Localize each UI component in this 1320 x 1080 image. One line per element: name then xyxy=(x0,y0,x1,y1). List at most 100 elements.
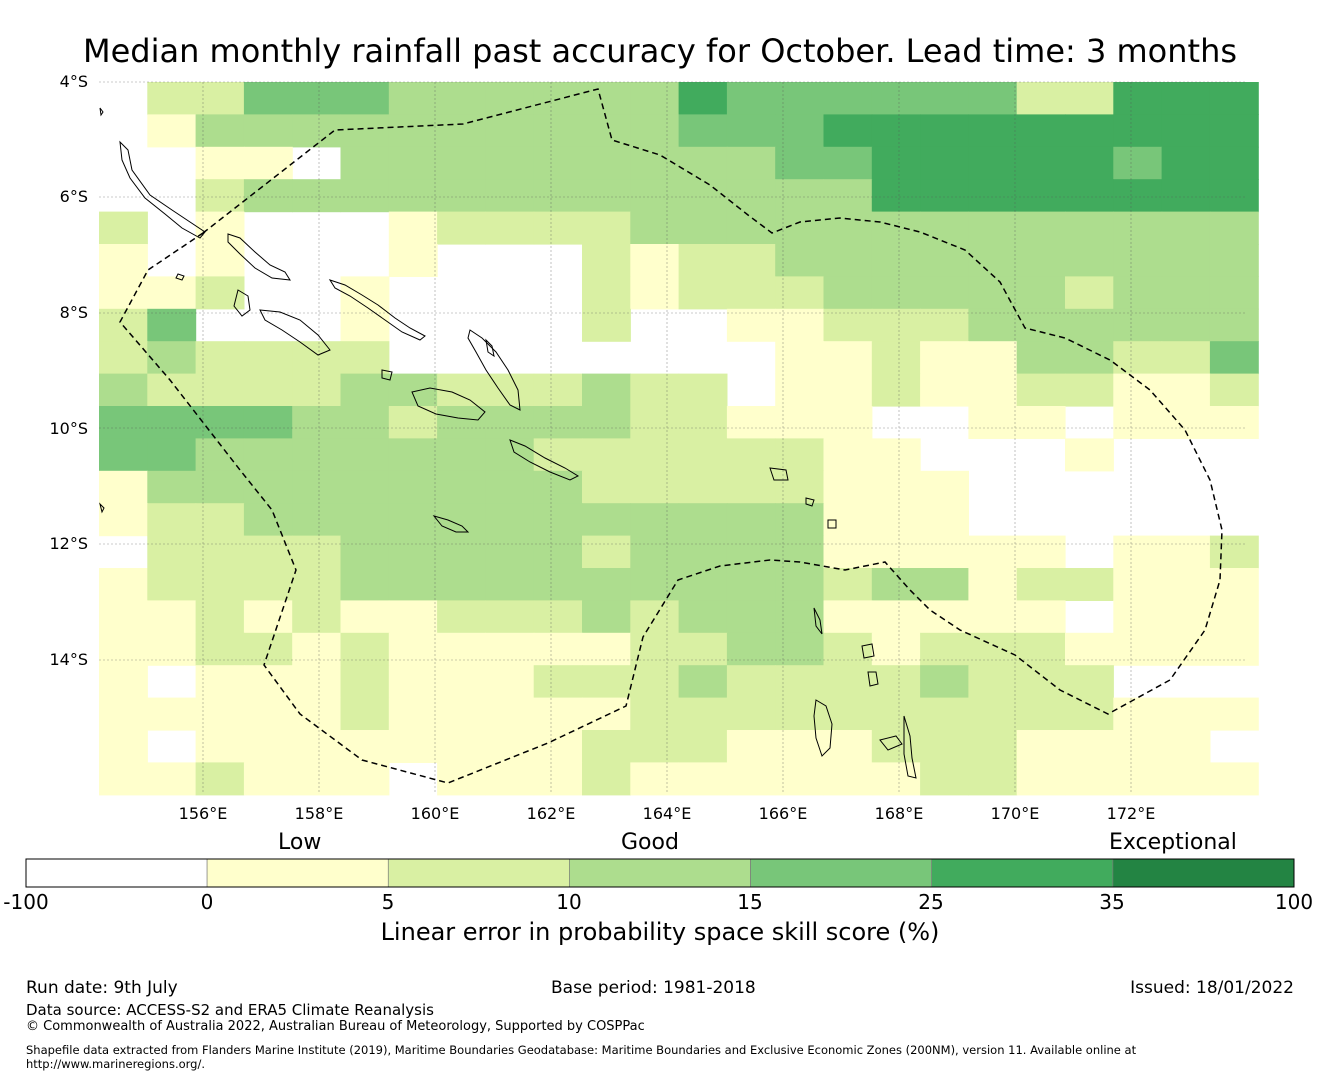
skill-cell xyxy=(147,762,197,796)
skill-cell xyxy=(195,762,245,796)
skill-cell xyxy=(823,82,873,115)
skill-cell xyxy=(147,373,197,407)
skill-cell xyxy=(775,438,825,472)
skill-cell xyxy=(340,568,390,601)
skill-cell xyxy=(678,82,728,115)
skill-cell xyxy=(340,503,390,537)
skill-cell xyxy=(1065,244,1114,277)
skill-cell xyxy=(823,114,873,148)
skill-cell xyxy=(340,276,390,310)
skill-cell xyxy=(1161,244,1211,277)
skill-cell xyxy=(485,373,535,407)
skill-cell xyxy=(630,82,680,115)
skill-cell xyxy=(195,470,245,504)
skill-cell xyxy=(1113,373,1163,407)
skill-cell xyxy=(726,470,776,504)
skill-cell xyxy=(99,470,148,504)
skill-cell xyxy=(678,373,728,407)
guadalcanal-coast xyxy=(411,387,486,421)
colorbar-segment xyxy=(569,858,751,888)
skill-cell xyxy=(1016,632,1066,666)
cb-tick-100: 100 xyxy=(1274,890,1314,914)
skill-cell xyxy=(920,762,969,796)
skill-cell xyxy=(871,114,921,148)
skill-cell xyxy=(292,438,342,472)
colorbar xyxy=(25,858,1295,888)
skill-cell xyxy=(1161,146,1211,180)
skill-cell xyxy=(340,730,390,763)
skill-cell xyxy=(485,697,535,731)
skill-cell xyxy=(195,276,245,310)
skill-cell xyxy=(147,276,197,310)
skill-cell xyxy=(823,535,873,569)
skill-cell xyxy=(243,665,293,699)
skill-cell xyxy=(871,665,921,699)
skill-cell xyxy=(533,503,583,537)
skill-cell xyxy=(147,82,197,115)
skill-cell xyxy=(1065,373,1114,407)
skill-cell xyxy=(340,82,390,115)
skill-cell xyxy=(871,632,921,666)
skill-cell xyxy=(243,341,293,375)
skill-cell xyxy=(726,146,776,180)
skill-cell xyxy=(147,114,197,148)
skill-cell xyxy=(1161,568,1211,601)
skill-cell xyxy=(99,730,148,763)
skill-cell xyxy=(1113,762,1163,796)
skill-cell xyxy=(1209,341,1259,375)
santa-cruz-coast xyxy=(432,515,470,533)
skill-cell xyxy=(388,114,438,148)
skill-cell xyxy=(968,406,1018,439)
skill-cell xyxy=(340,600,390,634)
skill-cell xyxy=(195,341,245,375)
skill-cell xyxy=(823,438,873,472)
skill-cell xyxy=(871,244,921,277)
lon-label-168e: 168°E xyxy=(874,804,924,823)
skill-cell xyxy=(630,373,680,407)
skill-cell xyxy=(630,568,680,601)
skill-cell xyxy=(437,503,486,537)
skill-cell xyxy=(678,503,728,537)
skill-cell xyxy=(243,697,293,731)
skill-cell xyxy=(1161,730,1211,763)
skill-cell xyxy=(388,146,438,180)
lat-label-6s: 6°S xyxy=(59,187,88,206)
skill-cell xyxy=(1113,211,1163,245)
skill-cell xyxy=(1113,146,1163,180)
skill-cell xyxy=(630,406,680,439)
skill-cell xyxy=(533,697,583,731)
solomon-eez xyxy=(119,88,1223,784)
skill-cell xyxy=(99,373,148,407)
skill-cell xyxy=(582,406,631,439)
skill-cell xyxy=(678,762,728,796)
skill-cell xyxy=(582,470,631,504)
skill-cell xyxy=(726,568,776,601)
skill-cell xyxy=(99,244,148,277)
skill-cell xyxy=(485,114,535,148)
skill-cell xyxy=(1016,179,1066,213)
skill-cell xyxy=(1016,697,1066,731)
skill-cell xyxy=(726,632,776,666)
skill-cell xyxy=(726,308,776,342)
skill-cell xyxy=(775,470,825,504)
skill-cell xyxy=(678,438,728,472)
skill-cell xyxy=(147,600,197,634)
skill-cell xyxy=(533,600,583,634)
run-date: Run date: 9th July xyxy=(26,978,178,998)
rennell-coast xyxy=(381,369,393,381)
skill-cell xyxy=(1209,146,1259,180)
skill-cell xyxy=(388,697,438,731)
skill-cell xyxy=(678,146,728,180)
skill-cell xyxy=(726,244,776,277)
duff-coast xyxy=(99,502,105,514)
skill-cell xyxy=(485,146,535,180)
skill-cell xyxy=(968,762,1018,796)
skill-cell xyxy=(485,730,535,763)
skill-cell xyxy=(1161,697,1211,731)
skill-cell xyxy=(920,179,969,213)
skill-cell xyxy=(99,665,148,699)
skill-cell xyxy=(775,244,825,277)
lon-label-162e: 162°E xyxy=(526,804,576,823)
skill-cell xyxy=(1016,535,1066,569)
skill-cell xyxy=(437,438,486,472)
